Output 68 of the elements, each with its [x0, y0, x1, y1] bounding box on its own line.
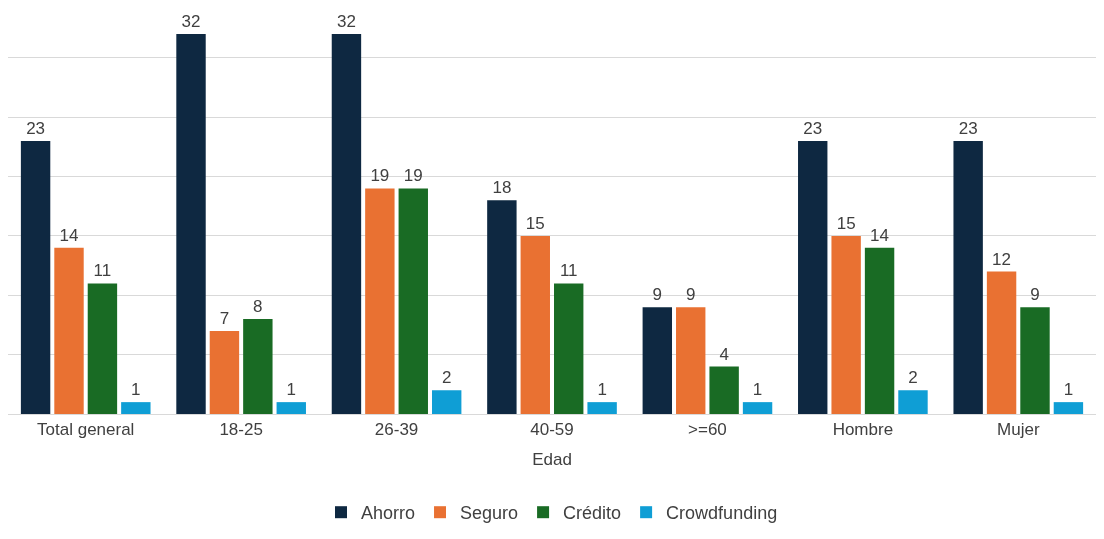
data-label: 9 [652, 285, 663, 305]
bar [554, 283, 584, 414]
bar [587, 402, 617, 414]
data-label: 32 [181, 12, 201, 31]
data-label: 9 [1030, 285, 1040, 305]
data-label: 1 [286, 380, 296, 400]
data-label: 15 [836, 213, 856, 233]
bar [986, 271, 1017, 414]
bar [431, 390, 462, 414]
x-tick-label: Total general [37, 420, 135, 440]
data-label: 12 [992, 249, 1012, 269]
bar [798, 140, 828, 414]
x-tick-label: 26-39 [374, 420, 419, 440]
x-tick-label: 40-59 [530, 420, 574, 440]
data-label: 2 [441, 368, 452, 388]
bar [864, 247, 895, 414]
x-tick-label: Mujer [997, 420, 1040, 440]
data-label: 1 [752, 380, 763, 400]
bar [209, 330, 240, 414]
data-label: 9 [685, 285, 696, 305]
data-label: 18 [492, 178, 512, 198]
x-tick-label: >=60 [688, 420, 727, 440]
bar [331, 34, 362, 414]
data-label: 23 [803, 118, 823, 138]
bar [54, 247, 84, 414]
data-label: 1 [131, 380, 141, 400]
bar [642, 307, 673, 414]
bar [276, 402, 306, 414]
data-label: 4 [719, 344, 729, 364]
legend-label: Seguro [460, 503, 519, 524]
data-label: 8 [253, 297, 263, 316]
data-label: 23 [958, 118, 978, 138]
bar [831, 235, 861, 414]
legend-label: Ahorro [361, 503, 416, 524]
legend-label: Crowdfunding [666, 503, 778, 524]
bar [1020, 307, 1050, 414]
data-label: 23 [26, 118, 46, 138]
bar [398, 188, 428, 414]
data-label: 11 [93, 261, 112, 281]
bar [742, 402, 773, 414]
bar [898, 390, 928, 414]
bar [1053, 402, 1084, 414]
x-tick-label: Hombre [832, 420, 894, 440]
data-label: 7 [219, 308, 230, 328]
data-label: 32 [336, 12, 356, 31]
bar [953, 140, 983, 414]
legend-label: Crédito [563, 503, 622, 524]
data-label: 1 [597, 380, 607, 400]
x-axis-title: Edad [532, 449, 572, 469]
data-label: 14 [59, 225, 79, 245]
bar [243, 319, 273, 414]
data-label: 19 [370, 166, 390, 186]
x-tick-label: 18-25 [219, 420, 263, 440]
data-label: 11 [559, 261, 578, 281]
bar [121, 402, 151, 414]
bar [487, 200, 517, 414]
bar [676, 307, 706, 414]
bar [709, 366, 739, 414]
bar [176, 34, 206, 414]
bar [520, 235, 550, 414]
data-label: 2 [908, 368, 918, 388]
bar [87, 283, 118, 414]
data-label: 14 [870, 225, 890, 245]
bar [20, 140, 51, 414]
data-label: 19 [403, 166, 423, 186]
data-label: 15 [525, 213, 545, 233]
bar [365, 188, 395, 414]
data-label: 1 [1063, 380, 1074, 400]
